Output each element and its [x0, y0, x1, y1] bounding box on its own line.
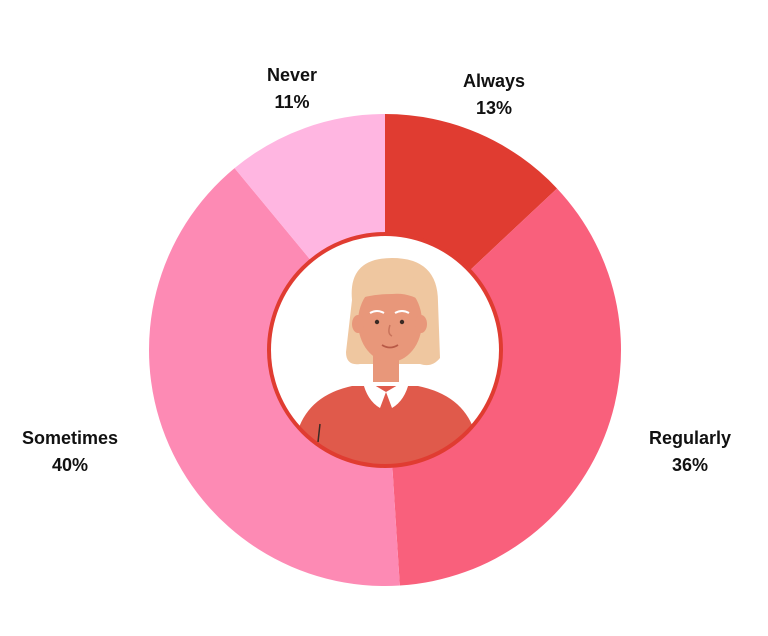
slice-label-always: Always 13%: [463, 68, 525, 122]
value-label: 11%: [274, 92, 310, 112]
value-label: 36%: [671, 455, 709, 475]
donut-slices: [148, 114, 622, 586]
center-ring: [267, 232, 503, 468]
slice-always: [385, 114, 558, 271]
slice-regularly: [392, 188, 622, 586]
slice-label-regularly: Regularly 36%: [649, 425, 731, 479]
category-label: Always: [462, 71, 526, 91]
slice-label-never: Never 11%: [267, 62, 317, 116]
category-label: Sometimes: [21, 428, 119, 448]
category-label: Regularly: [648, 428, 732, 448]
slice-sometimes: [148, 168, 400, 586]
value-label: 13%: [475, 98, 513, 118]
slice-never: [234, 114, 385, 261]
category-label: Never: [266, 65, 318, 85]
value-label: 40%: [51, 455, 89, 475]
slice-label-sometimes: Sometimes 40%: [22, 425, 118, 479]
center-avatar: [267, 232, 503, 468]
